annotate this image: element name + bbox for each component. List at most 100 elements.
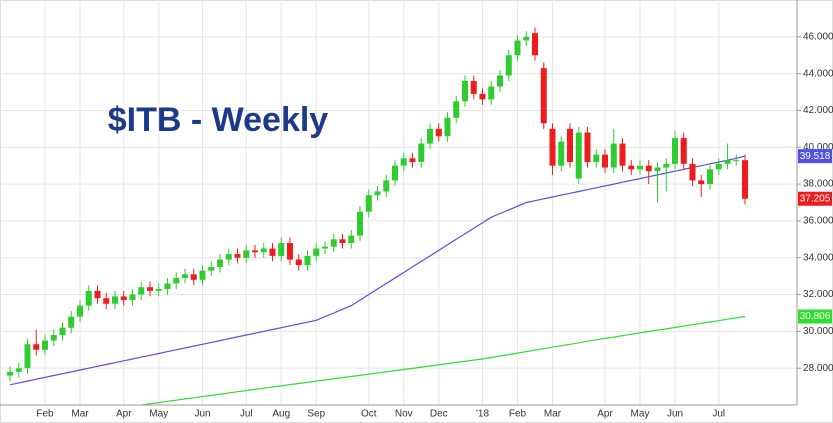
candle-body [409,158,416,162]
candle-body [575,132,582,179]
marks [7,27,748,406]
candle-body [365,195,372,212]
candle-body [383,180,390,192]
candle-body [287,243,293,260]
candle-body [295,259,302,266]
candle-body [392,165,398,181]
price-label-box [798,309,832,324]
x-tick-label: Jun [667,409,683,420]
candle-body [59,327,66,336]
x-tick-label: Jul [240,409,253,420]
x-tick-label: Mar [544,409,562,420]
candle-body [427,128,433,144]
x-tick-label: Dec [430,409,448,420]
x-tick-label: Jul [712,409,725,420]
candle-body [68,316,75,328]
candle-body [672,138,678,164]
candle-body [120,296,127,301]
moving-average-line [141,315,746,406]
candle-body [348,235,355,243]
candle-body [637,165,643,170]
candle-body [313,248,320,256]
candle-body [269,248,276,256]
candle-body [663,163,670,168]
x-tick-label: Feb [509,409,527,420]
candle-body [322,246,328,249]
candle-body [374,191,381,196]
candle-body [549,128,556,166]
candle-body [330,239,337,247]
grid [0,0,801,405]
candle-body [742,160,748,199]
x-tick-label: Jun [194,409,210,420]
price-label: 30.806 [800,311,831,322]
candle-body [488,86,495,100]
candle-body [15,368,22,372]
candle-body [540,68,547,124]
candle-body [103,298,110,304]
y-tick-label: 44.000 [803,68,833,79]
candle-body [470,81,477,94]
candle-body [654,167,661,172]
candle-body [24,344,31,369]
candle-body [278,243,285,256]
candle-body [715,163,722,170]
candle-body [698,180,705,185]
candle-body [252,250,258,253]
y-tick-label: 30.000 [803,326,833,337]
candle-body [453,101,460,118]
candle-body [339,239,346,243]
x-tick-label: Aug [272,409,290,420]
candle-body [619,143,626,166]
candle-body [199,270,206,280]
price-label: 39.518 [800,151,831,162]
x-tick-label: Oct [361,409,377,420]
x-tick-label: Apr [597,409,613,420]
candle-body [497,75,503,87]
candle-body [707,169,713,185]
price-label-box [798,191,832,206]
candle-body [129,294,136,301]
candle-body [217,259,223,267]
candle-body [602,154,608,168]
candle-body [505,55,512,76]
candle-body [42,340,48,350]
candle-body [208,266,215,271]
price-label: 37.205 [800,193,831,204]
candle-body [610,143,617,168]
candle-body [462,81,468,102]
y-tick-label: 34.000 [803,252,833,263]
candle-body [234,254,241,258]
candle-body [628,165,635,170]
candle-body [689,163,696,181]
candle-body [558,141,565,166]
candle-body [523,36,530,41]
x-tick-label: May [149,409,168,420]
x-tick-label: Apr [116,409,132,420]
candle-body [584,132,591,162]
candle-body [112,296,118,304]
labels: 28.000 30.000 32.000 34.000 36.000 38.000 40.0… [36,31,833,419]
candle-body [85,290,92,306]
candle-body [225,254,232,260]
y-tick-label: 42.000 [803,105,833,116]
candle-body [418,143,425,162]
x-tick-label: '18 [476,409,489,420]
candle-body [567,128,573,162]
candle-body [479,93,486,100]
y-tick-label: 38.000 [803,179,833,190]
moving-average-line [9,155,746,386]
candle-body [680,138,687,164]
candle-body [514,40,521,56]
candle-body [304,255,311,266]
candle-body [138,287,145,295]
x-tick-label: Feb [36,409,54,420]
candle-body [190,274,197,280]
y-tick-label: 28.000 [803,363,833,374]
x-tick-label: Sep [307,409,325,420]
candle-body [77,305,83,317]
candle-body [593,154,600,162]
